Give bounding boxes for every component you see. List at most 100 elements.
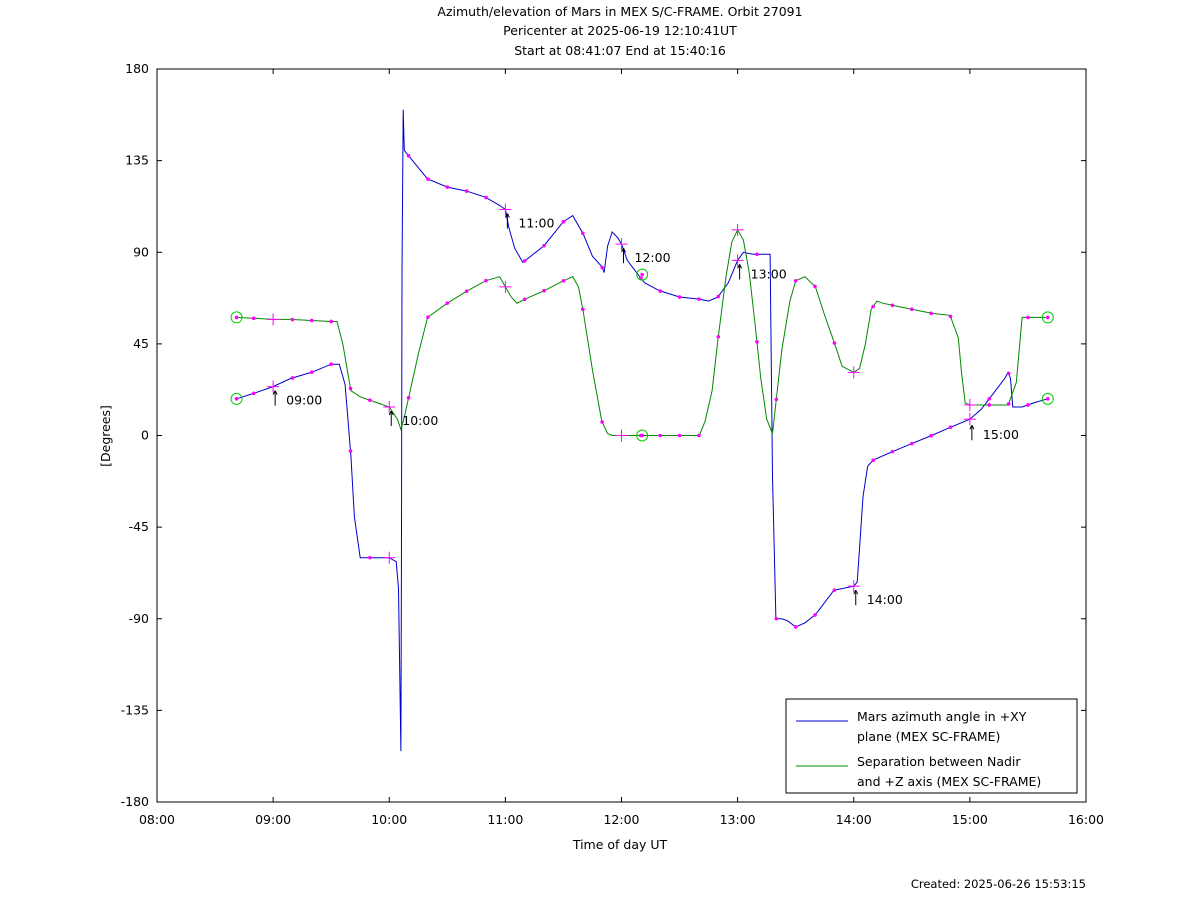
sample-dot — [658, 289, 663, 293]
annotation-label: 15:00 — [983, 427, 1019, 442]
sample-dot — [426, 177, 430, 181]
x-tick-label: 10:00 — [371, 812, 407, 827]
axis-ticks: 08:00 09:00 10:00 11:00 12:00 13:00 14:00 15:00… — [121, 61, 1104, 827]
x-tick-label: 12:00 — [603, 812, 639, 827]
sample-dot — [793, 278, 798, 283]
sample-dot — [406, 395, 411, 400]
annotation-arrowhead-r — [623, 247, 626, 253]
annotation-arrowhead-r — [390, 410, 394, 416]
annotation-label: 11:00 — [518, 215, 554, 230]
y-tick-label: 45 — [133, 336, 149, 351]
sample-dot — [910, 307, 914, 312]
annotation-label: 12:00 — [635, 250, 671, 265]
sample-dot — [755, 340, 759, 344]
annotation-label: 09:00 — [286, 393, 322, 408]
start-marker — [230, 392, 243, 405]
sample-dot — [755, 252, 759, 257]
sample-dot — [522, 297, 527, 302]
sample-dot — [871, 304, 875, 309]
x-tick-label: 09:00 — [255, 812, 291, 827]
y-tick-label: 0 — [141, 428, 149, 443]
sample-dot — [813, 284, 817, 289]
pericenter-marker — [636, 429, 649, 442]
sample-dot — [658, 433, 663, 438]
annotation-arrowhead-l — [388, 410, 392, 416]
sample-dot — [484, 195, 488, 200]
sample-dot — [251, 391, 256, 396]
legend-box — [785, 698, 1078, 794]
sample-dot — [445, 301, 450, 305]
sample-dot — [464, 289, 469, 293]
sample-dot — [774, 397, 779, 402]
sample-dot — [600, 420, 604, 424]
sample-dot — [1026, 403, 1030, 407]
sample-dot — [793, 625, 798, 629]
y-axis-label: [Degrees] — [98, 405, 113, 467]
created-timestamp: Created: 2025-06-26 15:53:15 — [910, 877, 1086, 891]
sample-dot — [890, 449, 895, 454]
annotation-arrowhead-l — [853, 589, 857, 595]
x-axis-label: Time of day UT — [572, 837, 668, 852]
chart-subtitle-pericenter: Pericenter at 2025-06-19 12:10:41UT — [503, 23, 737, 38]
sample-dot — [890, 303, 895, 308]
annotation-label: 13:00 — [751, 266, 787, 281]
annotation-arrowhead-r — [506, 213, 510, 218]
x-tick-label: 13:00 — [720, 812, 756, 827]
sample-dot — [484, 278, 488, 283]
sample-dot — [580, 307, 585, 312]
annotation-arrowhead-r — [855, 589, 859, 595]
chart-title: Azimuth/elevation of Mars in MEX S/C-FRA… — [437, 4, 803, 19]
sample-dot — [445, 185, 450, 189]
sample-dot — [542, 288, 546, 293]
annotation-arrowhead-l — [504, 213, 508, 218]
sample-dot — [368, 555, 372, 560]
sample-dot — [1006, 402, 1011, 406]
sample-dot — [290, 376, 295, 380]
sample-dot — [580, 231, 585, 236]
annotation-arrowhead-l — [737, 264, 741, 269]
x-tick-label: 14:00 — [836, 812, 872, 827]
sample-dot — [251, 316, 256, 321]
sample-dot — [677, 295, 682, 299]
sample-dot — [929, 433, 933, 438]
annotation-arrowhead-r — [739, 264, 743, 269]
azimuth-series-line — [236, 109, 1048, 752]
y-tick-label: -45 — [129, 519, 149, 534]
annotation-arrowhead-l — [969, 425, 973, 430]
y-tick-label: -135 — [121, 702, 149, 717]
sample-dot — [426, 315, 430, 319]
sample-dot — [697, 297, 701, 301]
sample-dot — [929, 311, 933, 316]
start-marker — [230, 311, 243, 324]
annotation-arrowhead-l — [272, 390, 276, 395]
annotation-arrowhead-r — [971, 425, 975, 430]
y-tick-label: 180 — [125, 61, 149, 76]
sample-dot — [832, 341, 837, 345]
end-marker — [1041, 311, 1054, 324]
pericenter-marker-dot — [640, 272, 644, 277]
x-tick-label: 15:00 — [952, 812, 988, 827]
sample-dot — [697, 433, 701, 438]
legend-label-separation-2: and +Z axis (MEX SC-FRAME) — [857, 774, 1041, 789]
y-tick-label: 90 — [133, 244, 149, 259]
sample-dot — [871, 458, 875, 463]
x-tick-label: 08:00 — [139, 812, 175, 827]
sample-dot — [987, 403, 992, 407]
pericenter-marker-dot — [640, 433, 644, 438]
legend-label-azimuth-2: plane (MEX SC-FRAME) — [857, 729, 1000, 744]
sample-dot — [774, 616, 779, 621]
legend-label-separation-1: Separation between Nadir — [857, 754, 1021, 769]
x-tick-label: 16:00 — [1068, 812, 1104, 827]
sample-dot — [310, 370, 314, 375]
sample-dot — [1026, 315, 1030, 320]
sample-markers — [230, 153, 1054, 629]
sample-dot — [310, 318, 314, 323]
sample-dot — [948, 425, 953, 429]
y-tick-label: 135 — [125, 153, 149, 168]
sample-dot — [329, 362, 333, 367]
sample-dot — [561, 278, 566, 283]
y-tick-label: -90 — [129, 611, 149, 626]
sample-dot — [406, 153, 411, 158]
end-marker-dot — [1045, 315, 1050, 320]
